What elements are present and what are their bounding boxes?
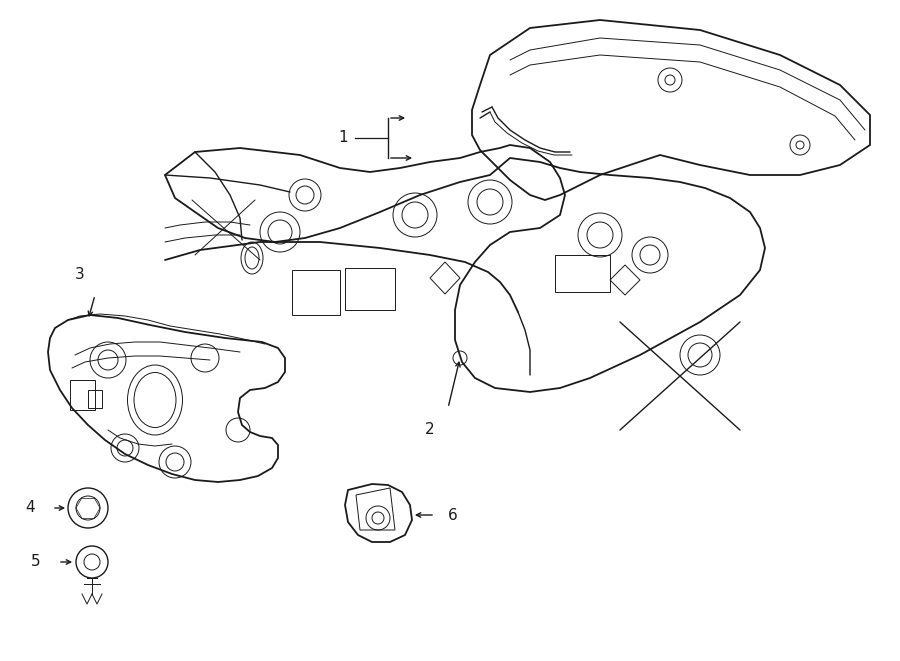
Text: 6: 6 [448, 508, 458, 522]
Circle shape [68, 488, 108, 528]
Circle shape [76, 546, 108, 578]
Text: 4: 4 [25, 500, 35, 516]
Text: 1: 1 [338, 130, 348, 145]
Text: 5: 5 [31, 555, 40, 570]
Text: 3: 3 [75, 267, 85, 282]
Text: 2: 2 [425, 422, 435, 437]
